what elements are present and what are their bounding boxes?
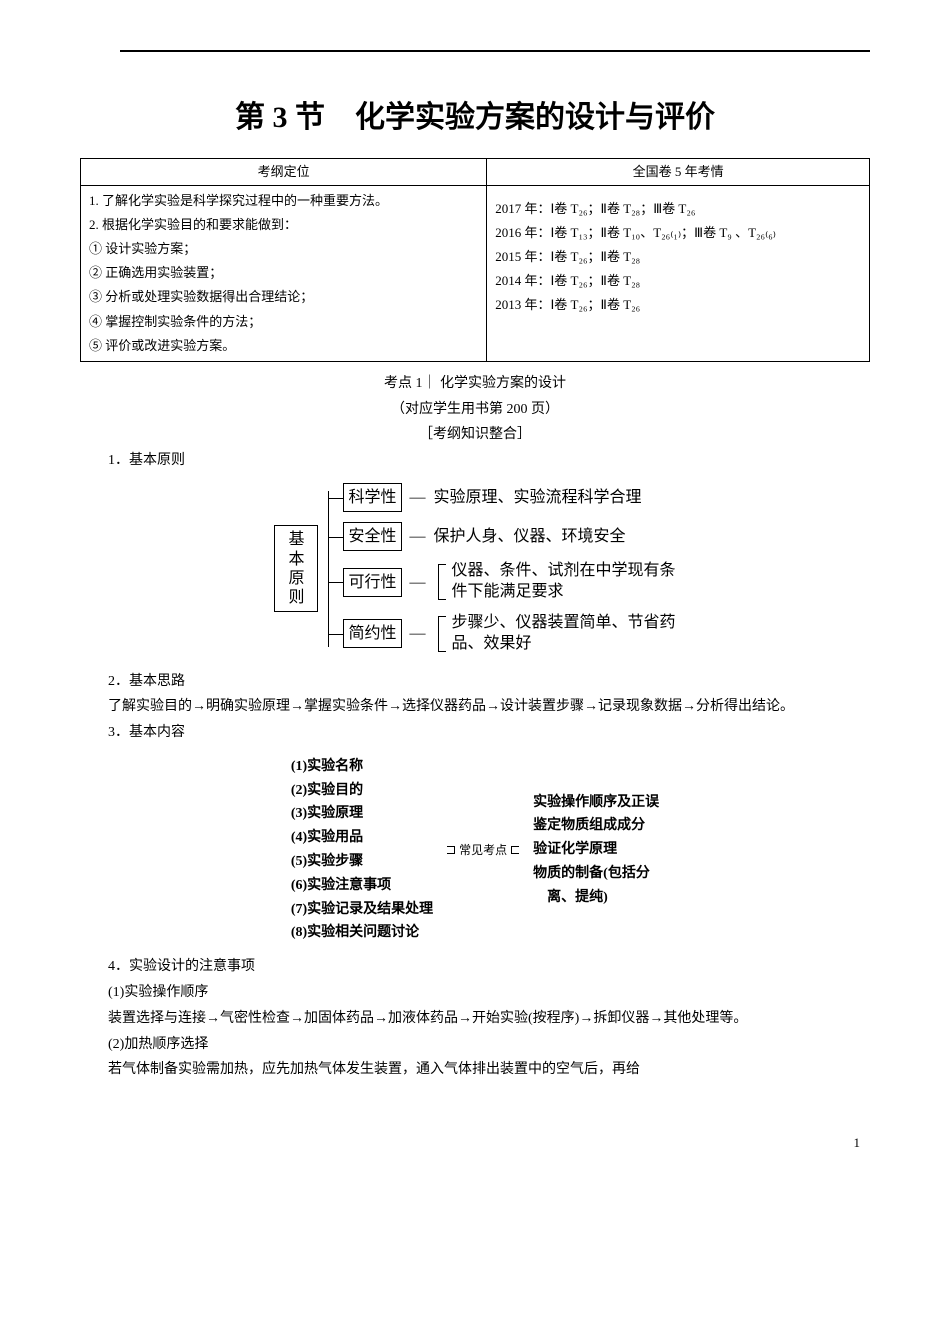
small-brace [434,613,448,655]
tree-row: 科学性 — 实验原理、实验流程科学合理 [343,483,675,512]
syllabus-right-line: 2013 年：Ⅰ卷 T₂₆；Ⅱ卷 T₂₆ [495,294,861,316]
tree-node-label: 可行性 [343,568,401,597]
tree2-left-item: (2)实验目的 [291,779,433,803]
syllabus-right-cell: 2017 年：Ⅰ卷 T₂₆；Ⅱ卷 T₂₈；Ⅲ卷 T₂₆ 2016 年：Ⅰ卷 T₁… [487,186,870,362]
page-ref: （对应学生用书第 200 页） [80,398,870,422]
syllabus-right-line: 2015 年：Ⅰ卷 T₂₆；Ⅱ卷 T₂₈ [495,246,861,268]
tree2-right-col: 实验操作顺序及正误 鉴定物质组成成分 验证化学原理 物质的制备(包括分 离、提纯… [533,791,659,910]
tree2-right-item: 物质的制备(包括分 [533,862,659,886]
tree2-left-col: (1)实验名称 (2)实验目的 (3)实验原理 (4)实验用品 (5)实验步骤 … [291,755,433,945]
tree2-left-item: (6)实验注意事项 [291,874,433,898]
tree-dash: — [410,523,426,550]
tree-brace [318,483,343,655]
tree-node-label: 科学性 [343,483,401,512]
syllabus-table: 考纲定位 全国卷 5 年考情 1. 了解化学实验是科学探究过程中的一种重要方法。… [80,158,870,362]
syllabus-left-line: 1. 了解化学实验是科学探究过程中的一种重要方法。 [89,190,478,212]
top-rule [120,50,870,52]
tree2-left-item: (4)实验用品 [291,826,433,850]
tree2-right-item: 鉴定物质组成成分 [533,814,659,838]
syllabus-left-cell: 1. 了解化学实验是科学探究过程中的一种重要方法。 2. 根据化学实验目的和要求… [81,186,487,362]
tree2-right-item: 离、提纯) [533,886,659,910]
page-title: 第 3 节 化学实验方案的设计与评价 [80,92,870,143]
content-tree: (1)实验名称 (2)实验目的 (3)实验原理 (4)实验用品 (5)实验步骤 … [80,755,870,945]
tree-root: 基本原则 [274,525,318,612]
section-4-1-body: 装置选择与连接→气密性检查→加固体药品→加液体药品→开始实验(按程序)→拆卸仪器… [80,1007,870,1031]
tree-node-desc: 步骤少、仪器装置简单、节省药 [452,613,676,634]
bracket-left [443,840,459,860]
kaodian-title: 考点 1｜ 化学实验方案的设计 [80,372,870,396]
outline-ref: ［考纲知识整合］ [80,423,870,447]
syllabus-left-line: ⑤ 评价或改进实验方案。 [89,335,478,357]
tree-node-desc: 品、效果好 [452,634,676,655]
col-header-left: 考纲定位 [81,159,487,186]
tree-root-label: 基本原则 [288,531,304,606]
bracket-right [507,840,523,860]
syllabus-left-line: 2. 根据化学实验目的和要求能做到： [89,214,478,236]
tree-node-desc: 实验原理、实验流程科学合理 [434,484,642,511]
tree-dash: — [410,569,426,596]
syllabus-right-line: 2017 年：Ⅰ卷 T₂₆；Ⅱ卷 T₂₈；Ⅲ卷 T₂₆ [495,198,861,220]
page-number: 1 [80,1132,870,1154]
tree2-mid-label: 常见考点 [459,840,507,860]
tree-row: 安全性 — 保护人身、仪器、环境安全 [343,522,675,551]
tree-row: 可行性 — 仪器、条件、试剂在中学现有条 件下能满足要求 [343,561,675,603]
tree2-right-item: 实验操作顺序及正误 [533,791,659,815]
section-4-2-body: 若气体制备实验需加热，应先加热气体发生装置，通入气体排出装置中的空气后，再给 [80,1058,870,1082]
tree-node-label: 安全性 [343,522,401,551]
tree-dash: — [410,484,426,511]
tree2-left-item: (8)实验相关问题讨论 [291,921,433,945]
section-4-2-title: (2)加热顺序选择 [80,1033,870,1057]
syllabus-left-line: ② 正确选用实验装置； [89,262,478,284]
tree2-left-item: (3)实验原理 [291,802,433,826]
syllabus-left-line: ④ 掌握控制实验条件的方法； [89,311,478,333]
section-4-1-title: (1)实验操作顺序 [80,981,870,1005]
tree-node-label: 简约性 [343,619,401,648]
section-2-body: 了解实验目的→明确实验原理→掌握实验条件→选择仪器药品→设计装置步骤→记录现象数… [80,695,870,719]
tree-node-desc: 件下能满足要求 [452,582,676,603]
syllabus-left-line: ③ 分析或处理实验数据得出合理结论； [89,286,478,308]
small-brace [434,561,448,603]
col-header-right: 全国卷 5 年考情 [487,159,870,186]
syllabus-right-line: 2016 年：Ⅰ卷 T₁₃；Ⅱ卷 T₁₀、T₂₆₍₁₎；Ⅲ卷 T₉ 、T₂₆₍₆… [495,222,861,244]
tree2-right-item: 验证化学原理 [533,838,659,862]
tree-node-desc: 保护人身、仪器、环境安全 [434,523,626,550]
tree-node-desc: 仪器、条件、试剂在中学现有条 [452,561,676,582]
syllabus-left-line: ① 设计实验方案； [89,238,478,260]
section-1-title: 1．基本原则 [108,449,870,473]
tree2-left-item: (1)实验名称 [291,755,433,779]
tree2-mid: 常见考点 [443,840,523,860]
tree-dash: — [410,620,426,647]
principles-tree: 基本原则 科学性 — 实验原理、实验流程科学合理 安全性 — 保护人身、仪器、环… [80,483,870,655]
section-3-title: 3．基本内容 [108,721,870,745]
section-2-title: 2．基本思路 [108,670,870,694]
syllabus-right-line: 2014 年：Ⅰ卷 T₂₆；Ⅱ卷 T₂₈ [495,270,861,292]
section-4-title: 4．实验设计的注意事项 [108,955,870,979]
tree2-left-item: (7)实验记录及结果处理 [291,898,433,922]
tree2-left-item: (5)实验步骤 [291,850,433,874]
tree-row: 简约性 — 步骤少、仪器装置简单、节省药 品、效果好 [343,613,675,655]
